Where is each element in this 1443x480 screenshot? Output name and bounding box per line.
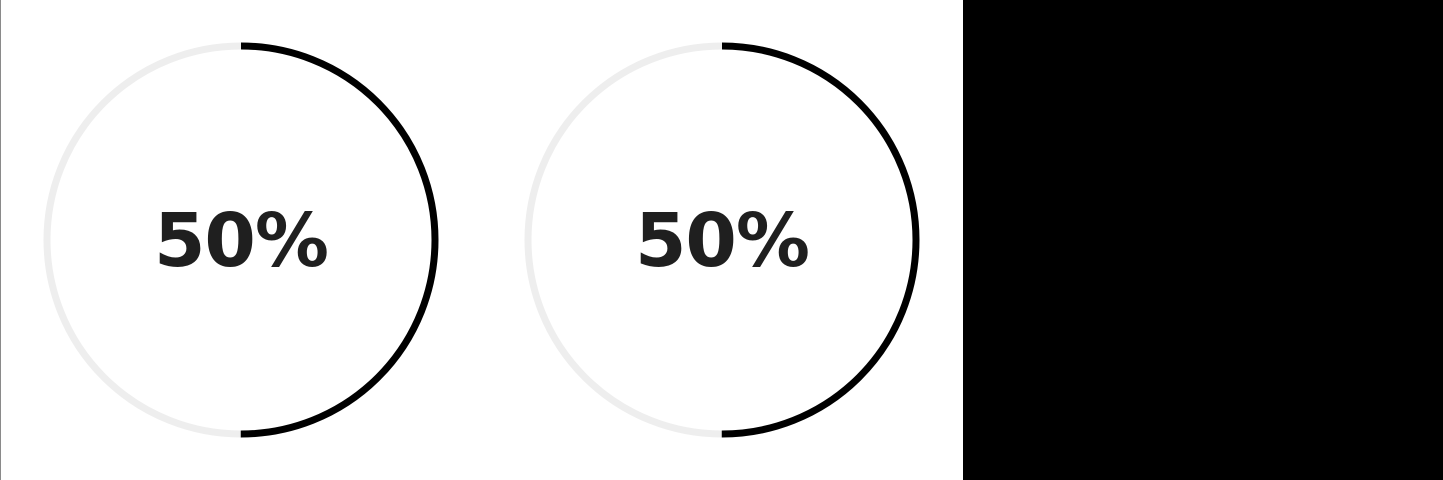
progress-ring-1-percentage: 50% <box>153 198 329 284</box>
progress-ring-2: 50% <box>523 42 921 438</box>
progress-ring-1-arc <box>43 42 439 438</box>
progress-ring-2-percentage: 50% <box>634 198 810 284</box>
dark-panel <box>963 0 1443 480</box>
progress-ring-2-graphic <box>524 42 920 438</box>
progress-ring-1-graphic <box>43 42 439 438</box>
page-left-border <box>0 0 1 480</box>
progress-ring-1: 50% <box>42 42 440 438</box>
progress-ring-2-arc <box>524 42 920 438</box>
